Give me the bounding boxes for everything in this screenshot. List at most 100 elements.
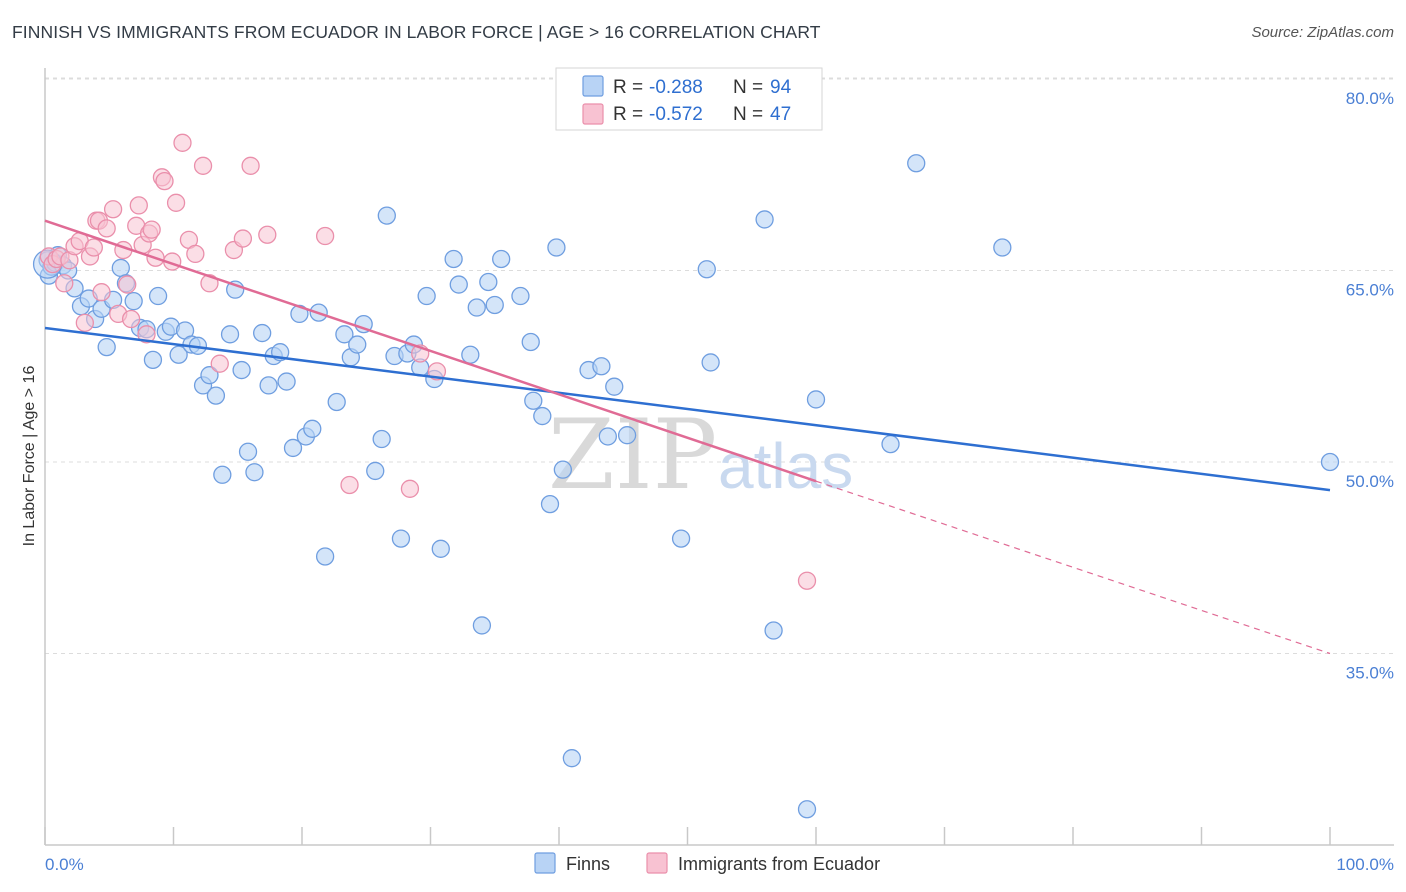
point-finns [993,238,1012,257]
point-finns [598,427,617,446]
point-finns [479,272,498,292]
point-ecuador [166,193,186,212]
legend-n-label-ecuador: N = [733,104,763,125]
point-finns [253,323,272,343]
bottom-legend-label-finns: Finns [566,854,610,874]
point-finns [200,366,219,385]
point-finns [431,539,450,558]
point-finns [806,390,826,409]
y-axis-label: In Labor Force | Age > 16 [21,366,38,547]
point-ecuador [155,171,174,191]
bottom-legend-swatch-finns [534,852,556,874]
series-ecuador-points [39,133,817,590]
legend-n-value-finns: 94 [770,77,792,98]
point-finns [461,345,480,364]
watermark-atlas: atlas [718,430,853,502]
point-finns [148,286,168,306]
point-finns [671,529,691,548]
point-finns [391,529,411,548]
point-finns [467,298,486,317]
chart-title: FINNISH VS IMMIGRANTS FROM ECUADOR IN LA… [12,22,821,42]
point-finns [283,438,303,458]
point-ecuador [315,226,335,246]
trend-line-ecuador [44,219,817,483]
point-finns [562,749,581,768]
point-ecuador [55,274,74,293]
point-finns [348,335,367,354]
watermark-zip: ZIP [548,399,717,511]
point-finns [169,345,188,364]
point-finns [315,547,335,566]
point-ecuador [797,571,817,590]
point-finns [907,154,926,173]
point-finns [881,434,900,454]
point-finns [303,419,322,438]
point-finns [259,376,278,395]
point-finns [755,210,774,229]
point-ecuador [137,325,156,344]
bottom-legend-swatch-ecuador [646,852,668,874]
point-finns [238,442,258,461]
legend-r-value-finns: -0.288 [649,77,703,98]
top-legend: R = -0.288 N = 94 R = -0.572 N = 47 [555,67,823,131]
watermark: ZIP atlas [548,399,853,511]
point-finns [1320,452,1340,472]
point-finns [111,258,130,278]
point-finns [206,386,226,405]
point-finns [697,260,716,279]
y-axis-tick-labels: 35.0% 50.0% 65.0% 80.0% [1346,89,1394,683]
point-finns [232,360,251,380]
point-finns [277,372,296,391]
point-ecuador [97,219,116,238]
point-ecuador [118,275,137,294]
point-finns [533,406,552,426]
point-ecuador [186,244,205,264]
point-finns [97,337,116,357]
chart-source: Source: ZipAtlas.com [1251,24,1394,41]
point-finns [605,377,624,396]
bottom-legend-label-ecuador: Immigrants from Ecuador [678,854,880,874]
y-tick-label: 35.0% [1346,664,1394,683]
point-finns [511,286,530,306]
point-finns [366,461,385,481]
legend-r-label-ecuador: R = [613,104,643,125]
point-finns [213,465,232,484]
point-finns [521,332,540,352]
legend-swatch-finns [582,75,604,97]
point-finns [124,291,143,311]
point-finns [354,314,373,334]
point-ecuador [400,479,420,498]
point-finns [547,238,566,257]
point-ecuador [92,283,111,302]
axes [44,68,1394,846]
point-finns [220,325,240,344]
point-ecuador [241,156,260,175]
point-finns [143,350,163,370]
point-ecuador [193,156,213,175]
point-ecuador [129,196,148,215]
x-tick-label-min: 0.0% [45,855,84,874]
point-finns [492,249,511,269]
bottom-legend: Finns Immigrants from Ecuador [534,852,880,874]
point-ecuador [210,354,229,373]
point-finns [701,353,720,372]
point-ecuador [75,313,94,332]
point-finns [327,392,346,412]
point-finns [449,275,468,294]
y-tick-label: 80.0% [1346,89,1394,108]
point-finns [444,249,463,269]
legend-n-value-ecuador: 47 [770,104,791,125]
point-ecuador [103,200,123,219]
trend-lines [44,219,1331,655]
point-ecuador [121,309,141,329]
legend-r-label-finns: R = [613,77,643,98]
point-finns [245,463,264,482]
x-axis-ticks [44,827,1331,845]
point-finns [764,621,783,640]
point-finns [335,325,354,344]
legend-swatch-ecuador [582,103,604,125]
y-tick-label: 50.0% [1346,472,1394,491]
point-ecuador [233,229,253,248]
point-ecuador [258,225,277,244]
